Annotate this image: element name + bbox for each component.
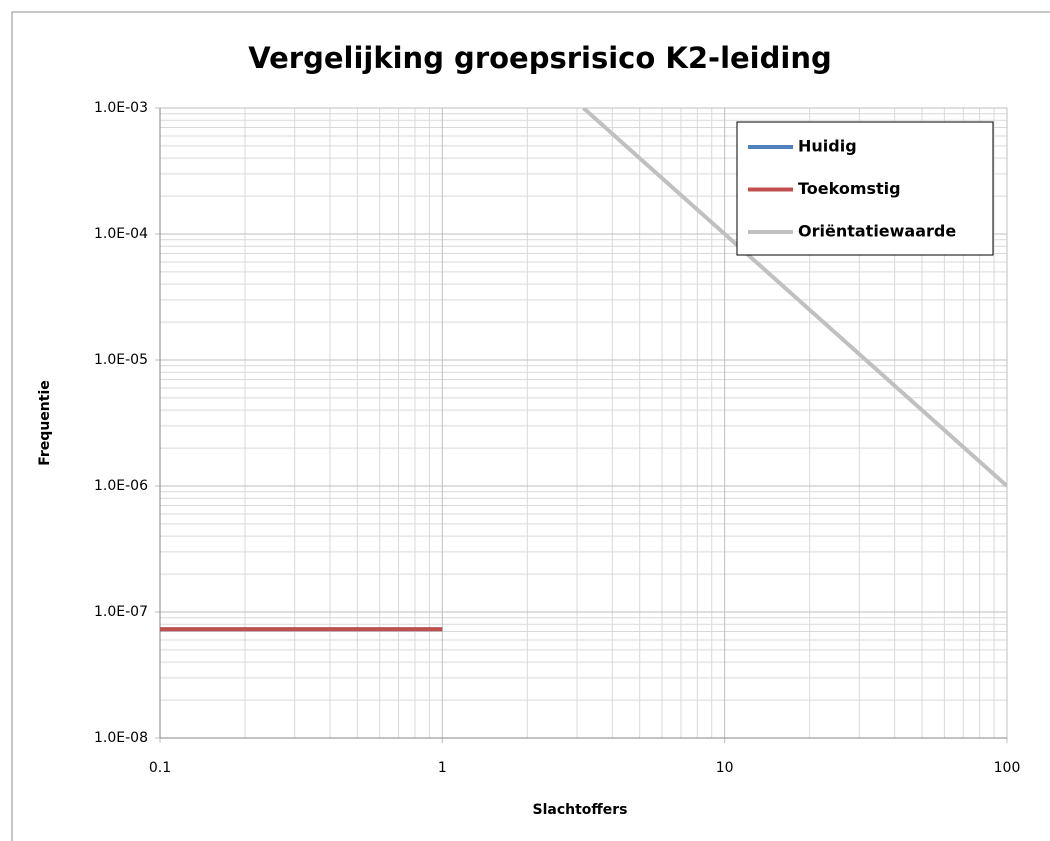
x-tick-label: 0.1: [149, 760, 171, 776]
x-tick-label: 1: [438, 760, 447, 776]
y-tick-label: 1.0E-03: [94, 100, 148, 116]
chart-title: Vergelijking groepsrisico K2-leiding: [248, 41, 831, 75]
y-tick-label: 1.0E-05: [94, 352, 148, 368]
legend-label: Huidig: [798, 137, 857, 156]
plot-area: [160, 108, 1007, 632]
y-axis-label: Frequentie: [37, 380, 53, 466]
y-tick-label: 1.0E-06: [94, 478, 148, 494]
series-line: [582, 108, 1007, 488]
x-axis-label: Slachtoffers: [533, 802, 628, 818]
y-tick-label: 1.0E-04: [94, 226, 148, 242]
legend-label: Toekomstig: [798, 179, 901, 198]
legend-label: Oriëntatiewaarde: [798, 222, 956, 241]
y-tick-label: 1.0E-07: [94, 604, 148, 620]
y-tick-label: 1.0E-08: [94, 730, 148, 746]
x-tick-label: 100: [994, 760, 1021, 776]
x-tick-label: 10: [716, 760, 734, 776]
